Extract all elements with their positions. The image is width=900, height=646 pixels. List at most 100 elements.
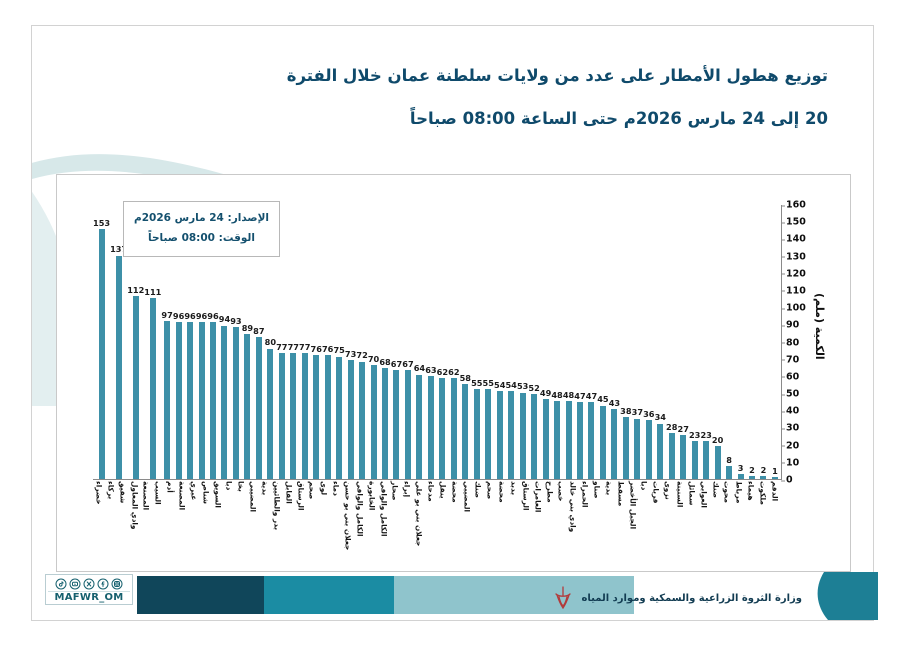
plot-area: 1 2 2 3 8 20 23 23 27 28 34 36 37 38 43 45 47 47 48 48 49 52 5… bbox=[93, 205, 781, 480]
category-label: صحم bbox=[485, 481, 495, 500]
bar-value-label: 94 bbox=[218, 314, 231, 325]
bar bbox=[404, 369, 411, 479]
bar-item: 76 bbox=[310, 205, 322, 479]
bar-value-label: 55 bbox=[471, 378, 483, 389]
category-tick: نزوى bbox=[662, 481, 674, 563]
category-label: شناص bbox=[201, 481, 211, 505]
bar-value-label: 3 bbox=[737, 462, 744, 473]
bar-item: 97 bbox=[161, 205, 173, 479]
bar bbox=[209, 322, 216, 479]
bar-item: 111 bbox=[144, 205, 161, 479]
bar bbox=[439, 377, 446, 479]
category-tick: بدية bbox=[603, 481, 615, 563]
category-label: مدحاء bbox=[426, 481, 436, 502]
category-tick: الكامل والوافي bbox=[354, 481, 366, 563]
issue-date-label: الإصدار: 24 مارس 2026م bbox=[134, 212, 269, 224]
category-tick: عبري bbox=[188, 481, 200, 563]
bar-item: 58 bbox=[460, 205, 471, 479]
bar bbox=[645, 420, 652, 479]
category-label: جعلان بني بو حسن bbox=[343, 481, 353, 551]
bar bbox=[450, 377, 457, 479]
category-label: الرستاق bbox=[296, 481, 306, 511]
bar-item: 55 bbox=[471, 205, 482, 479]
category-label: قريات bbox=[651, 481, 661, 504]
category-tick: ضنك bbox=[473, 481, 485, 563]
bar-item: 54 bbox=[505, 205, 517, 479]
bar-value-label: 47 bbox=[585, 391, 598, 402]
category-label: الجبل الأخضر bbox=[628, 481, 638, 530]
category-tick: دماء bbox=[330, 481, 342, 563]
issue-info-box: الإصدار: 24 مارس 2026م الوقت: 08:00 صباح… bbox=[123, 201, 280, 257]
category-tick: بركاء bbox=[105, 481, 117, 563]
category-tick: الحمراء bbox=[579, 481, 591, 563]
y-tick-label: 110 bbox=[781, 285, 806, 297]
bar-value-label: 53 bbox=[516, 381, 529, 392]
bar bbox=[164, 320, 171, 479]
category-tick: وادي المعاول bbox=[129, 481, 141, 563]
footer: MAFWR_OM وزارة الثروة الزراعية والسمكية … bbox=[31, 572, 878, 624]
category-label: المضيبي bbox=[462, 481, 472, 513]
category-tick: بدية bbox=[259, 481, 271, 563]
youtube-icon[interactable] bbox=[69, 577, 82, 590]
bar-series: 1 2 2 3 8 20 23 23 27 28 34 36 37 38 43 45 47 47 48 48 49 52 5… bbox=[93, 205, 781, 479]
category-label: الكامل والوافي bbox=[379, 481, 389, 537]
category-label: الدقم bbox=[770, 481, 780, 502]
chart-inner: الإصدار: 24 مارس 2026م الوقت: 08:00 صباح… bbox=[65, 183, 844, 565]
facebook-icon[interactable] bbox=[97, 577, 110, 590]
category-label: بدبد bbox=[509, 481, 519, 496]
bar-item: 96 bbox=[207, 205, 219, 479]
category-label: جعلان بني بو علي bbox=[414, 481, 424, 547]
bar-item: 77 bbox=[299, 205, 310, 479]
bar-item: 1 bbox=[769, 205, 780, 479]
bar bbox=[427, 376, 434, 479]
bar bbox=[313, 355, 320, 479]
bar-value-label: 153 bbox=[93, 218, 111, 229]
category-label: خضراء bbox=[94, 481, 104, 505]
category-tick: محضة bbox=[496, 481, 508, 563]
bar-value-label: 73 bbox=[344, 348, 357, 359]
bar bbox=[496, 390, 503, 479]
bar-item: 89 bbox=[242, 205, 253, 479]
bar-value-label: 64 bbox=[413, 363, 426, 374]
bar-item: 62 bbox=[448, 205, 460, 479]
x-icon[interactable] bbox=[83, 577, 96, 590]
plot-baseline: 1 2 2 3 8 20 23 23 27 28 34 36 37 38 43 45 47 47 48 48 49 52 5… bbox=[93, 205, 781, 480]
category-label: وادي المعاول bbox=[130, 481, 139, 530]
category-tick: محضة bbox=[449, 481, 461, 563]
bar-value-label: 34 bbox=[654, 412, 666, 423]
bar-item: 75 bbox=[333, 205, 345, 479]
bar-value-label: 62 bbox=[436, 366, 449, 377]
bar bbox=[622, 417, 629, 479]
bar bbox=[542, 399, 549, 479]
category-tick: السويق bbox=[212, 481, 224, 563]
category-tick: مسقط bbox=[615, 481, 627, 563]
bar-value-label: 67 bbox=[390, 358, 403, 369]
category-label: صحم bbox=[307, 481, 317, 500]
bar bbox=[668, 433, 675, 479]
bar-item: 8 bbox=[723, 205, 734, 479]
category-label: وادي بني خالد bbox=[568, 481, 578, 533]
category-tick: الكامل والوافي bbox=[378, 481, 390, 563]
bar bbox=[657, 423, 664, 479]
bar-item: 76 bbox=[322, 205, 333, 479]
instagram-icon[interactable] bbox=[111, 577, 124, 590]
category-tick: محوت bbox=[722, 481, 734, 563]
bar bbox=[737, 474, 744, 479]
bar bbox=[132, 296, 139, 479]
y-tick-label: 40 bbox=[780, 405, 800, 417]
category-label: إبراء bbox=[402, 481, 412, 498]
bar bbox=[290, 353, 297, 479]
bar-item: 48 bbox=[551, 205, 563, 479]
category-tick: صحم bbox=[484, 481, 496, 563]
tiktok-icon[interactable] bbox=[55, 577, 68, 590]
bar-item: 87 bbox=[253, 205, 265, 479]
bar-value-label: 45 bbox=[597, 394, 609, 405]
footer-block-dark bbox=[137, 576, 264, 614]
bar-item: 67 bbox=[402, 205, 414, 479]
bar bbox=[370, 364, 377, 479]
bar-item: 53 bbox=[517, 205, 528, 479]
category-label: خصب bbox=[556, 481, 566, 502]
category-label: الرستاق bbox=[521, 481, 531, 511]
category-tick: المصنعة bbox=[140, 481, 152, 563]
category-label: السيب bbox=[153, 481, 163, 505]
